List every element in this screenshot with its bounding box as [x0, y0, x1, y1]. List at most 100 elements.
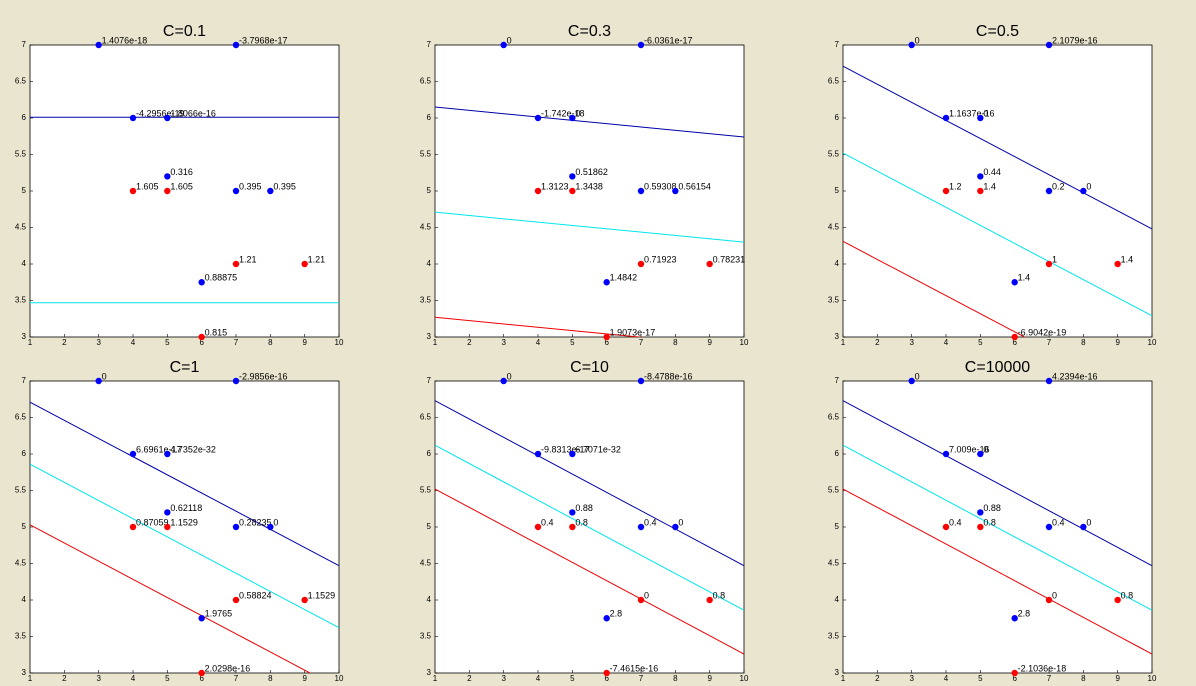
- y-tick-label: 6.5: [15, 77, 27, 86]
- lines: [30, 401, 339, 673]
- y-tick-label: 7: [835, 40, 840, 49]
- point-label: -7.4615e-16: [610, 663, 659, 673]
- boundary-line: [435, 211, 744, 243]
- point: [1011, 669, 1018, 677]
- point: [672, 187, 679, 195]
- point-label: 1.8066e-16: [170, 108, 216, 118]
- y-tick-label: 4: [835, 595, 840, 604]
- x-tick-label: 3: [96, 674, 101, 683]
- point: [301, 596, 308, 604]
- y-tick-label: 6.5: [420, 77, 432, 86]
- point-label: 0: [983, 108, 988, 118]
- y-tick-label: 3.5: [15, 632, 27, 641]
- boundary-line: [843, 152, 1152, 317]
- point-label: 0: [575, 108, 580, 118]
- plot-area: [842, 44, 1153, 338]
- point-label: 0.88: [983, 503, 1001, 513]
- point: [942, 450, 950, 458]
- point-label: 0: [507, 371, 512, 381]
- y-tick-label: 6: [835, 449, 840, 458]
- point: [534, 114, 542, 122]
- x-tick-label: 6: [1012, 338, 1017, 347]
- y-tick-label: 6.5: [828, 77, 840, 86]
- y-tick-label: 3: [22, 332, 27, 341]
- point-label: 1.4076e-18: [102, 35, 148, 45]
- point: [534, 187, 542, 195]
- point: [637, 187, 645, 195]
- point: [232, 523, 240, 531]
- point-label: 0.8: [575, 517, 588, 527]
- y-tick-label: 5: [835, 522, 840, 531]
- point-label: 1.21: [308, 254, 326, 264]
- point: [267, 523, 274, 531]
- x-tick-label: 6: [1012, 674, 1017, 683]
- x-tick-label: 7: [1047, 674, 1052, 683]
- lines: [435, 106, 744, 337]
- y-tick-label: 3: [835, 332, 840, 341]
- point-label: 6.6961e-17: [136, 444, 182, 454]
- point-label: -4.2956e-19: [136, 108, 185, 118]
- y-tick-label: 3: [22, 668, 27, 677]
- point-label: 0.88: [575, 503, 593, 513]
- boundary-line: [843, 400, 1152, 567]
- x-tick-label: 8: [673, 674, 678, 683]
- y-tick-label: 4.5: [828, 559, 840, 568]
- point: [603, 279, 610, 286]
- x-tick-label: 4: [536, 674, 541, 683]
- x-tick-label: 10: [335, 338, 344, 347]
- chart-title: C=10000: [965, 359, 1030, 376]
- point: [164, 450, 171, 458]
- boundary-line: [843, 65, 1152, 230]
- x-tick-label: 7: [1047, 338, 1052, 347]
- x-tick-label: 7: [639, 338, 644, 347]
- x-tick-label: 7: [234, 338, 239, 347]
- y-tick-label: 6: [835, 113, 840, 122]
- point-label: 1.4: [983, 181, 996, 191]
- point: [198, 615, 205, 622]
- boundary-line: [843, 444, 1152, 611]
- point: [942, 187, 950, 195]
- point-label: 0.56154: [678, 181, 711, 191]
- point: [672, 523, 679, 531]
- plot-area: [434, 380, 745, 674]
- point-label: 0.4: [949, 517, 962, 527]
- point-label: 1.3123: [541, 181, 569, 191]
- x-tick-label: 4: [536, 338, 541, 347]
- x-tick-label: 4: [944, 674, 949, 683]
- point: [534, 523, 542, 531]
- point: [637, 596, 645, 604]
- point: [129, 450, 137, 458]
- lines: [843, 65, 1152, 337]
- x-tick-label: 1: [841, 674, 846, 683]
- point: [164, 114, 171, 122]
- point: [1114, 596, 1121, 604]
- point: [637, 41, 645, 49]
- point-label: 0.8: [713, 590, 726, 600]
- point-label: 1.4842: [610, 273, 638, 283]
- chart-title: C=0.3: [568, 23, 611, 40]
- y-tick-label: 5.5: [828, 486, 840, 495]
- point: [1045, 377, 1053, 385]
- boundary-line: [843, 488, 1152, 655]
- y-tick-label: 6: [427, 113, 432, 122]
- point: [908, 41, 915, 49]
- point-label: 0: [678, 517, 683, 527]
- plot-area: [434, 44, 745, 338]
- y-tick-label: 3.5: [828, 632, 840, 641]
- point: [569, 523, 576, 531]
- x-tick-label: 5: [570, 674, 575, 683]
- point-label: 0: [1052, 590, 1057, 600]
- y-tick-label: 4: [22, 259, 27, 268]
- y-tick-label: 3: [427, 332, 432, 341]
- boundary-line: [435, 316, 644, 337]
- point: [569, 187, 576, 195]
- boundary-line: [435, 444, 744, 611]
- y-tick-label: 6.5: [420, 413, 432, 422]
- x-tick-label: 9: [302, 674, 307, 683]
- boundary-line: [30, 463, 339, 629]
- y-tick-label: 6: [22, 449, 27, 458]
- x-tick-label: 10: [1148, 338, 1157, 347]
- point-label: 1.1637e-16: [949, 108, 995, 118]
- lines: [30, 116, 339, 304]
